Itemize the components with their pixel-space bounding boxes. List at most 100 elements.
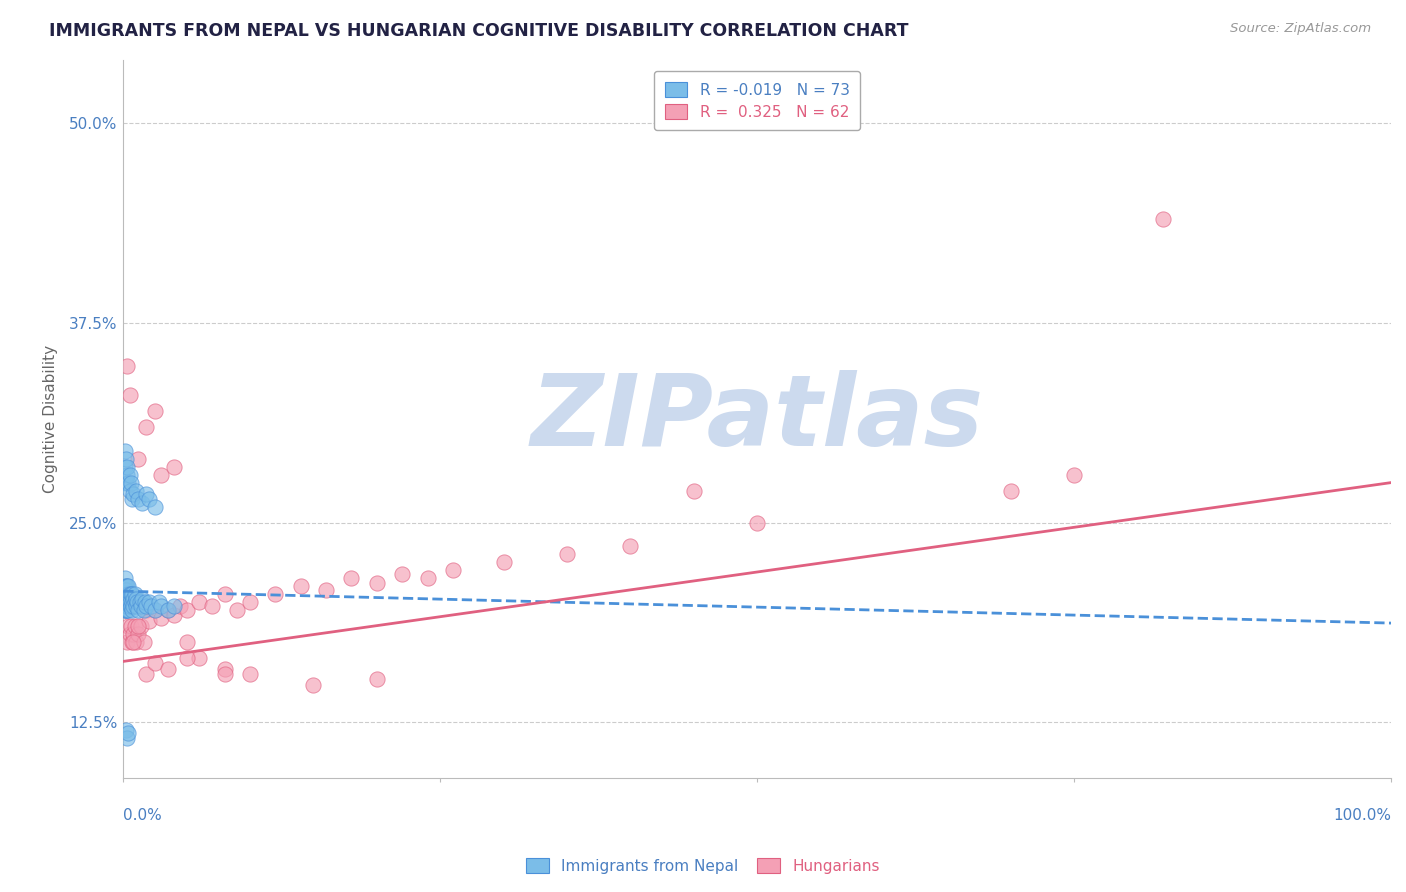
Hungarians — [682, 483, 704, 498]
Hungarians — [121, 635, 143, 649]
Hungarians — [176, 651, 198, 665]
Immigrants from Nepal — [117, 726, 139, 740]
Hungarians — [340, 571, 363, 585]
Immigrants from Nepal — [114, 603, 136, 617]
Immigrants from Nepal — [117, 595, 139, 609]
Immigrants from Nepal — [118, 587, 141, 601]
Text: 100.0%: 100.0% — [1333, 808, 1391, 823]
Immigrants from Nepal — [134, 595, 156, 609]
Immigrants from Nepal — [114, 599, 136, 613]
Legend: Immigrants from Nepal, Hungarians: Immigrants from Nepal, Hungarians — [520, 852, 886, 880]
Hungarians — [441, 563, 464, 577]
Immigrants from Nepal — [114, 443, 136, 458]
Immigrants from Nepal — [156, 603, 179, 617]
Immigrants from Nepal — [163, 599, 186, 613]
Immigrants from Nepal — [143, 500, 166, 514]
Hungarians — [214, 587, 236, 601]
Immigrants from Nepal — [114, 723, 136, 737]
Immigrants from Nepal — [114, 603, 136, 617]
Hungarians — [201, 599, 224, 613]
Hungarians — [114, 595, 136, 609]
Immigrants from Nepal — [122, 599, 145, 613]
Hungarians — [156, 603, 179, 617]
Immigrants from Nepal — [121, 491, 143, 506]
Hungarians — [143, 404, 166, 418]
Hungarians — [214, 667, 236, 681]
Hungarians — [1000, 483, 1022, 498]
Immigrants from Nepal — [121, 603, 143, 617]
Hungarians — [176, 603, 198, 617]
Immigrants from Nepal — [115, 595, 138, 609]
Hungarians — [747, 516, 769, 530]
Immigrants from Nepal — [121, 595, 143, 609]
Immigrants from Nepal — [115, 731, 138, 745]
Immigrants from Nepal — [114, 579, 136, 593]
Immigrants from Nepal — [138, 491, 160, 506]
Hungarians — [150, 467, 173, 482]
Immigrants from Nepal — [115, 459, 138, 474]
Hungarians — [128, 619, 150, 633]
Hungarians — [120, 619, 142, 633]
Immigrants from Nepal — [131, 496, 153, 510]
Hungarians — [128, 627, 150, 641]
Hungarians — [132, 635, 155, 649]
Hungarians — [163, 608, 186, 623]
Immigrants from Nepal — [125, 592, 148, 607]
Immigrants from Nepal — [120, 599, 142, 613]
Immigrants from Nepal — [114, 451, 136, 466]
Immigrants from Nepal — [124, 595, 146, 609]
Immigrants from Nepal — [129, 599, 152, 613]
Immigrants from Nepal — [127, 595, 149, 609]
Immigrants from Nepal — [128, 491, 150, 506]
Immigrants from Nepal — [114, 582, 136, 597]
Immigrants from Nepal — [122, 592, 145, 607]
Hungarians — [226, 603, 249, 617]
Hungarians — [188, 595, 211, 609]
Immigrants from Nepal — [114, 595, 136, 609]
Immigrants from Nepal — [117, 603, 139, 617]
Immigrants from Nepal — [148, 595, 170, 609]
Text: 0.0%: 0.0% — [124, 808, 162, 823]
Immigrants from Nepal — [118, 467, 141, 482]
Immigrants from Nepal — [114, 592, 136, 607]
Immigrants from Nepal — [131, 592, 153, 607]
Hungarians — [290, 579, 312, 593]
Hungarians — [169, 599, 191, 613]
Hungarians — [143, 656, 166, 670]
Immigrants from Nepal — [128, 603, 150, 617]
Hungarians — [1063, 467, 1085, 482]
Hungarians — [366, 672, 388, 686]
Hungarians — [239, 667, 262, 681]
Immigrants from Nepal — [122, 487, 145, 501]
Immigrants from Nepal — [114, 587, 136, 601]
Hungarians — [114, 603, 136, 617]
Immigrants from Nepal — [141, 599, 163, 613]
Hungarians — [302, 678, 325, 692]
Immigrants from Nepal — [114, 587, 136, 601]
Immigrants from Nepal — [128, 595, 150, 609]
Hungarians — [129, 619, 152, 633]
Hungarians — [150, 611, 173, 625]
Immigrants from Nepal — [115, 592, 138, 607]
Hungarians — [115, 359, 138, 373]
Hungarians — [122, 635, 145, 649]
Immigrants from Nepal — [120, 475, 142, 490]
Immigrants from Nepal — [114, 475, 136, 490]
Hungarians — [214, 662, 236, 676]
Hungarians — [176, 635, 198, 649]
Immigrants from Nepal — [115, 599, 138, 613]
Hungarians — [138, 615, 160, 629]
Hungarians — [122, 627, 145, 641]
Immigrants from Nepal — [115, 467, 138, 482]
Immigrants from Nepal — [138, 595, 160, 609]
Immigrants from Nepal — [114, 595, 136, 609]
Hungarians — [619, 540, 641, 554]
Hungarians — [135, 419, 157, 434]
Y-axis label: Cognitive Disability: Cognitive Disability — [44, 344, 58, 492]
Immigrants from Nepal — [117, 475, 139, 490]
Text: ZIPatlas: ZIPatlas — [530, 370, 984, 467]
Hungarians — [143, 603, 166, 617]
Hungarians — [492, 556, 515, 570]
Hungarians — [1152, 212, 1174, 227]
Hungarians — [135, 667, 157, 681]
